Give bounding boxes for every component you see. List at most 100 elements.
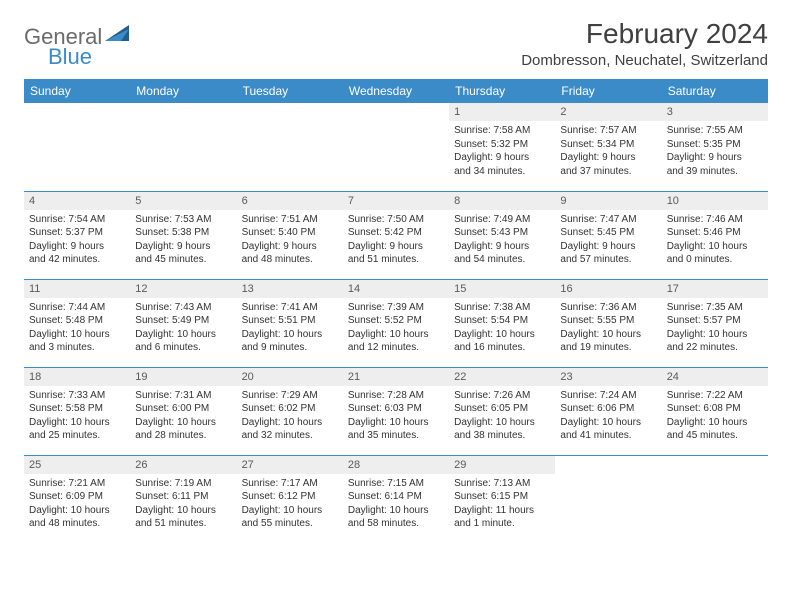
- day-daylight1: Daylight: 10 hours: [242, 416, 338, 430]
- day-number: 5: [130, 192, 236, 210]
- calendar-day-cell: 15Sunrise: 7:38 AMSunset: 5:54 PMDayligh…: [449, 279, 555, 367]
- day-body: Sunrise: 7:58 AMSunset: 5:32 PMDaylight:…: [449, 121, 555, 182]
- day-daylight2: and 39 minutes.: [667, 165, 763, 179]
- day-sunset: Sunset: 5:42 PM: [348, 226, 444, 240]
- day-number: 7: [343, 192, 449, 210]
- day-daylight1: Daylight: 10 hours: [348, 328, 444, 342]
- day-body: Sunrise: 7:33 AMSunset: 5:58 PMDaylight:…: [24, 386, 130, 447]
- calendar-day-cell: 21Sunrise: 7:28 AMSunset: 6:03 PMDayligh…: [343, 367, 449, 455]
- day-daylight1: Daylight: 9 hours: [454, 151, 550, 165]
- day-daylight2: and 6 minutes.: [135, 341, 231, 355]
- day-body: Sunrise: 7:49 AMSunset: 5:43 PMDaylight:…: [449, 210, 555, 271]
- day-body: Sunrise: 7:57 AMSunset: 5:34 PMDaylight:…: [555, 121, 661, 182]
- day-body: Sunrise: 7:51 AMSunset: 5:40 PMDaylight:…: [237, 210, 343, 271]
- calendar-day-cell: 14Sunrise: 7:39 AMSunset: 5:52 PMDayligh…: [343, 279, 449, 367]
- day-number: 6: [237, 192, 343, 210]
- day-daylight1: Daylight: 10 hours: [242, 328, 338, 342]
- day-number: 24: [662, 368, 768, 386]
- calendar-day-cell: 29Sunrise: 7:13 AMSunset: 6:15 PMDayligh…: [449, 455, 555, 543]
- day-daylight1: Daylight: 9 hours: [667, 151, 763, 165]
- calendar-day-cell: [130, 103, 236, 191]
- day-sunset: Sunset: 5:46 PM: [667, 226, 763, 240]
- calendar-day-cell: 17Sunrise: 7:35 AMSunset: 5:57 PMDayligh…: [662, 279, 768, 367]
- weekday-header: Friday: [555, 79, 661, 103]
- day-body: Sunrise: 7:26 AMSunset: 6:05 PMDaylight:…: [449, 386, 555, 447]
- day-sunrise: Sunrise: 7:41 AM: [242, 301, 338, 315]
- calendar-day-cell: 18Sunrise: 7:33 AMSunset: 5:58 PMDayligh…: [24, 367, 130, 455]
- day-daylight1: Daylight: 10 hours: [454, 328, 550, 342]
- calendar-day-cell: 22Sunrise: 7:26 AMSunset: 6:05 PMDayligh…: [449, 367, 555, 455]
- day-sunset: Sunset: 6:06 PM: [560, 402, 656, 416]
- day-sunset: Sunset: 5:58 PM: [29, 402, 125, 416]
- calendar-day-cell: 26Sunrise: 7:19 AMSunset: 6:11 PMDayligh…: [130, 455, 236, 543]
- day-number: 26: [130, 456, 236, 474]
- calendar-day-cell: [662, 455, 768, 543]
- day-daylight2: and 37 minutes.: [560, 165, 656, 179]
- day-sunrise: Sunrise: 7:38 AM: [454, 301, 550, 315]
- day-sunrise: Sunrise: 7:36 AM: [560, 301, 656, 315]
- day-sunrise: Sunrise: 7:15 AM: [348, 477, 444, 491]
- day-sunset: Sunset: 5:57 PM: [667, 314, 763, 328]
- day-daylight1: Daylight: 10 hours: [135, 504, 231, 518]
- day-sunrise: Sunrise: 7:55 AM: [667, 124, 763, 138]
- day-sunrise: Sunrise: 7:31 AM: [135, 389, 231, 403]
- calendar-day-cell: 12Sunrise: 7:43 AMSunset: 5:49 PMDayligh…: [130, 279, 236, 367]
- day-sunrise: Sunrise: 7:57 AM: [560, 124, 656, 138]
- day-number: 22: [449, 368, 555, 386]
- day-daylight1: Daylight: 9 hours: [29, 240, 125, 254]
- day-daylight1: Daylight: 10 hours: [29, 416, 125, 430]
- title-block: February 2024 Dombresson, Neuchatel, Swi…: [521, 18, 768, 69]
- day-sunrise: Sunrise: 7:33 AM: [29, 389, 125, 403]
- day-daylight2: and 1 minute.: [454, 517, 550, 531]
- day-daylight2: and 45 minutes.: [667, 429, 763, 443]
- logo-text-blue: Blue: [48, 44, 92, 69]
- day-sunset: Sunset: 5:34 PM: [560, 138, 656, 152]
- day-body: Sunrise: 7:36 AMSunset: 5:55 PMDaylight:…: [555, 298, 661, 359]
- day-daylight2: and 42 minutes.: [29, 253, 125, 267]
- day-sunset: Sunset: 5:32 PM: [454, 138, 550, 152]
- calendar-day-cell: [343, 103, 449, 191]
- day-daylight1: Daylight: 10 hours: [348, 504, 444, 518]
- day-sunrise: Sunrise: 7:17 AM: [242, 477, 338, 491]
- day-daylight2: and 41 minutes.: [560, 429, 656, 443]
- day-sunset: Sunset: 6:12 PM: [242, 490, 338, 504]
- day-body: Sunrise: 7:24 AMSunset: 6:06 PMDaylight:…: [555, 386, 661, 447]
- calendar-day-cell: 3Sunrise: 7:55 AMSunset: 5:35 PMDaylight…: [662, 103, 768, 191]
- day-sunset: Sunset: 5:38 PM: [135, 226, 231, 240]
- calendar-day-cell: 6Sunrise: 7:51 AMSunset: 5:40 PMDaylight…: [237, 191, 343, 279]
- calendar-week-row: 4Sunrise: 7:54 AMSunset: 5:37 PMDaylight…: [24, 191, 768, 279]
- day-number: 20: [237, 368, 343, 386]
- day-sunset: Sunset: 6:14 PM: [348, 490, 444, 504]
- day-sunrise: Sunrise: 7:46 AM: [667, 213, 763, 227]
- day-daylight2: and 12 minutes.: [348, 341, 444, 355]
- day-daylight1: Daylight: 10 hours: [135, 328, 231, 342]
- calendar-week-row: 18Sunrise: 7:33 AMSunset: 5:58 PMDayligh…: [24, 367, 768, 455]
- day-sunrise: Sunrise: 7:26 AM: [454, 389, 550, 403]
- day-daylight2: and 34 minutes.: [454, 165, 550, 179]
- weekday-header: Saturday: [662, 79, 768, 103]
- day-daylight2: and 22 minutes.: [667, 341, 763, 355]
- calendar-day-cell: 28Sunrise: 7:15 AMSunset: 6:14 PMDayligh…: [343, 455, 449, 543]
- day-daylight2: and 57 minutes.: [560, 253, 656, 267]
- day-daylight1: Daylight: 10 hours: [135, 416, 231, 430]
- day-body: Sunrise: 7:50 AMSunset: 5:42 PMDaylight:…: [343, 210, 449, 271]
- day-number: 11: [24, 280, 130, 298]
- day-body: Sunrise: 7:22 AMSunset: 6:08 PMDaylight:…: [662, 386, 768, 447]
- logo-triangle-icon: [105, 25, 129, 46]
- day-sunset: Sunset: 5:37 PM: [29, 226, 125, 240]
- day-daylight2: and 58 minutes.: [348, 517, 444, 531]
- day-number: 10: [662, 192, 768, 210]
- day-body: Sunrise: 7:13 AMSunset: 6:15 PMDaylight:…: [449, 474, 555, 535]
- day-sunset: Sunset: 6:02 PM: [242, 402, 338, 416]
- calendar-week-row: 25Sunrise: 7:21 AMSunset: 6:09 PMDayligh…: [24, 455, 768, 543]
- day-sunset: Sunset: 6:00 PM: [135, 402, 231, 416]
- calendar-day-cell: 1Sunrise: 7:58 AMSunset: 5:32 PMDaylight…: [449, 103, 555, 191]
- calendar-day-cell: 7Sunrise: 7:50 AMSunset: 5:42 PMDaylight…: [343, 191, 449, 279]
- day-sunrise: Sunrise: 7:29 AM: [242, 389, 338, 403]
- day-body: Sunrise: 7:46 AMSunset: 5:46 PMDaylight:…: [662, 210, 768, 271]
- day-body: Sunrise: 7:19 AMSunset: 6:11 PMDaylight:…: [130, 474, 236, 535]
- day-daylight1: Daylight: 9 hours: [560, 151, 656, 165]
- day-sunset: Sunset: 6:15 PM: [454, 490, 550, 504]
- day-sunset: Sunset: 5:52 PM: [348, 314, 444, 328]
- calendar-day-cell: 16Sunrise: 7:36 AMSunset: 5:55 PMDayligh…: [555, 279, 661, 367]
